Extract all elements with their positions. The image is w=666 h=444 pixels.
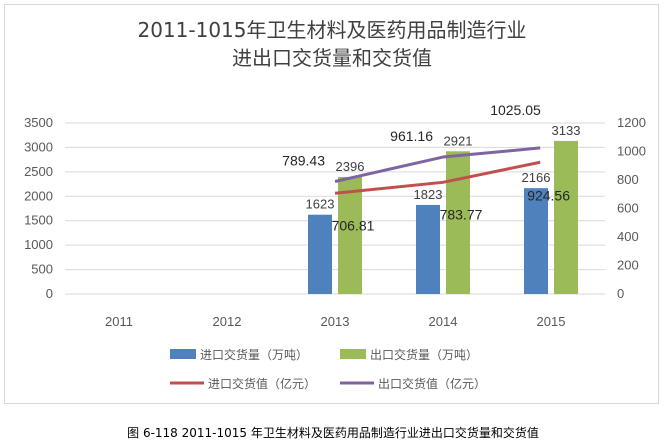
chart-frame: 2011-1015年卫生材料及医药用品制造行业 进出口交货量和交货值 0 500 1… [4, 4, 659, 404]
bar-export-volume-2015 [554, 140, 578, 294]
line-label-import-value-3: 924.56 [527, 187, 570, 203]
x-axis-tick-2013: 2013 [321, 314, 350, 329]
bar-label-import-volume-2015: 2166 [522, 170, 551, 185]
bar-label-import-volume-2013: 1623 [306, 197, 335, 212]
bar-export-volume-2014 [446, 151, 470, 294]
bar-import-volume-2015 [524, 188, 548, 294]
line-label-export-value-3: 1025.05 [490, 102, 541, 118]
line-import-value [334, 160, 541, 195]
right-axis-tick-800: 800 [617, 172, 639, 187]
x-axis-tick-2012: 2012 [213, 314, 242, 329]
figure-caption: 图 6-118 2011-1015 年卫生材料及医药用品制造行业进出口交货量和交… [127, 426, 539, 440]
left-axis-tick-500: 500 [31, 262, 53, 277]
line-label-export-value-1: 789.43 [282, 153, 325, 169]
bar-export-volume-2013 [338, 176, 362, 294]
x-axis-tick-2015: 2015 [537, 314, 566, 329]
bar-label-import-volume-2014: 1823 [414, 187, 443, 202]
right-axis-tick-600: 600 [617, 201, 639, 216]
bar-import-volume-2013 [308, 214, 332, 294]
left-axis-tick-1500: 1500 [24, 213, 53, 228]
bar-import-volume-2014 [416, 204, 440, 294]
left-axis-tick-0: 0 [46, 286, 53, 301]
right-axis-tick-1200: 1200 [617, 115, 646, 130]
line-label-import-value-2: 783.77 [440, 206, 483, 222]
chart-title-line-2: 进出口交货量和交货值 [232, 46, 432, 70]
legend-swatch-import-volume [170, 349, 196, 359]
left-axis-tick-2500: 2500 [24, 164, 53, 179]
bar-label-export-volume-2014: 2921 [444, 133, 473, 148]
chart-svg: 2011-1015年卫生材料及医药用品制造行业 进出口交货量和交货值 0 500 1… [24, 18, 646, 391]
right-axis-tick-400: 400 [617, 229, 639, 244]
left-axis-tick-3500: 3500 [24, 115, 53, 130]
x-axis-tick-2014: 2014 [429, 314, 458, 329]
right-axis-tick-0: 0 [617, 286, 624, 301]
right-axis-tick-1000: 1000 [617, 144, 646, 159]
line-label-import-value-1: 706.81 [332, 217, 375, 233]
left-axis-tick-2000: 2000 [24, 188, 53, 203]
bar-label-export-volume-2015: 3133 [552, 123, 581, 138]
legend-label-import-volume: 进口交货量（万吨） [200, 347, 308, 362]
right-axis-tick-200: 200 [617, 258, 639, 273]
x-axis-tick-2011: 2011 [105, 314, 133, 329]
bar-label-export-volume-2013: 2396 [336, 159, 365, 174]
line-label-export-value-2: 961.16 [390, 128, 433, 144]
legend-label-export-value: 出口交货值（亿元） [378, 376, 486, 391]
legend-swatch-export-volume [340, 349, 366, 359]
left-axis-tick-3000: 3000 [24, 139, 53, 154]
left-axis-tick-1000: 1000 [24, 237, 53, 252]
chart-title-line-1: 2011-1015年卫生材料及医药用品制造行业 [137, 18, 526, 42]
line-export-value [334, 146, 541, 183]
legend-label-export-volume: 出口交货量（万吨） [370, 347, 478, 362]
legend-label-import-value: 进口交货值（亿元） [208, 376, 316, 391]
